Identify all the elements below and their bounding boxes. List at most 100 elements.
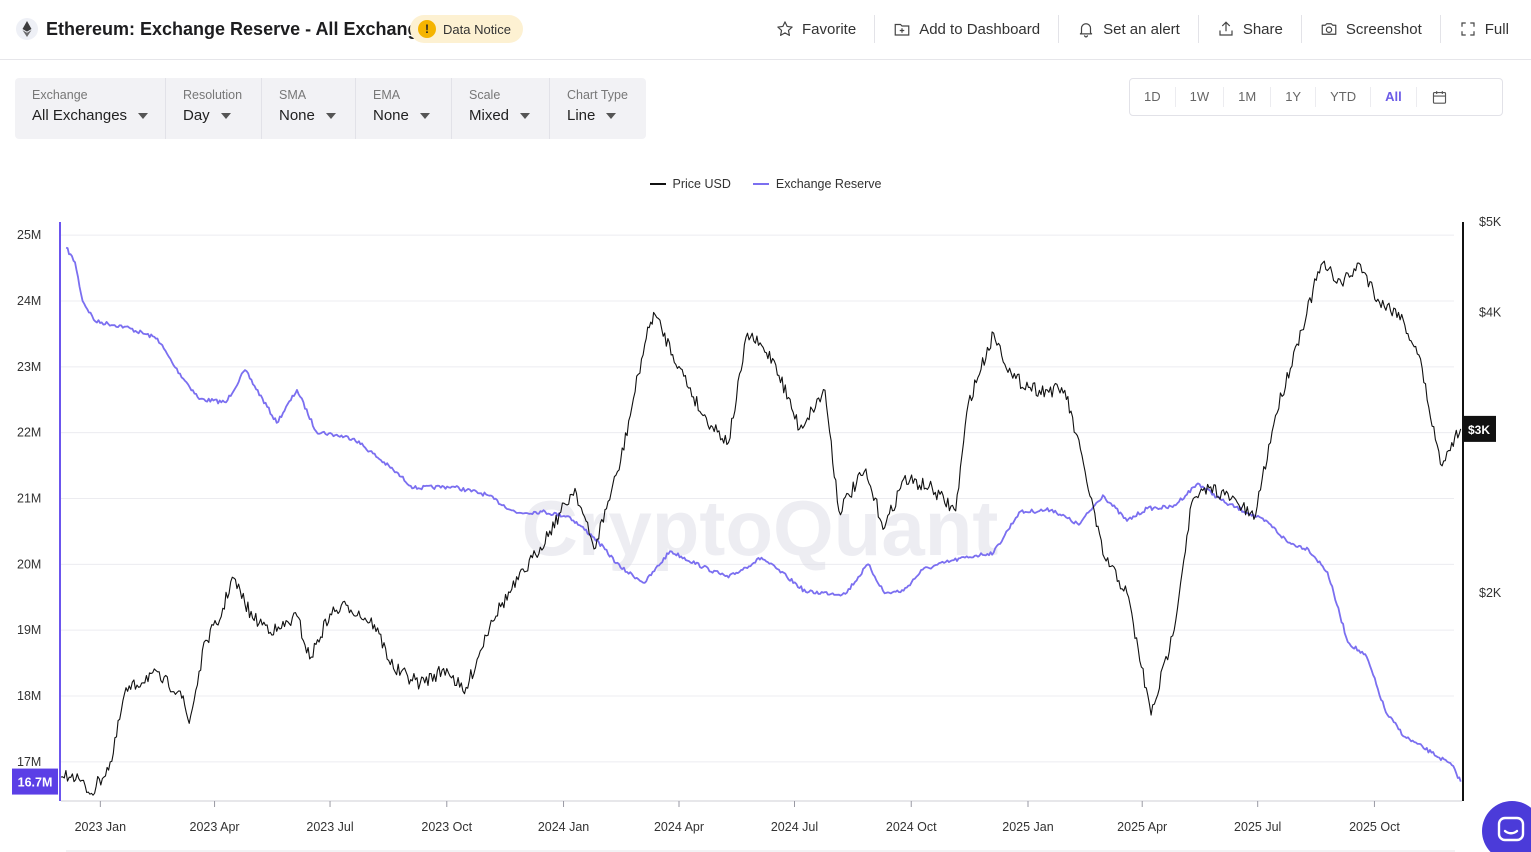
ema-select-value: None [373, 107, 409, 124]
favorite-label: Favorite [802, 20, 857, 38]
left-axis-tick-label: 22M [17, 426, 41, 440]
caret-down-icon [606, 112, 617, 119]
fullscreen-button[interactable]: Full [1439, 15, 1527, 43]
x-axis-tick-label: 2024 Apr [654, 820, 704, 834]
ema-select[interactable]: EMA None [356, 78, 452, 139]
calendar-icon [1432, 91, 1446, 104]
range-1w-button[interactable]: 1W [1176, 87, 1225, 107]
screenshot-label: Screenshot [1345, 20, 1422, 38]
chart-type-select-value: Line [567, 107, 596, 124]
sma-select[interactable]: SMA None [262, 78, 356, 139]
cryptoquant-watermark: CryptoQuant [522, 484, 999, 572]
share-label: Share [1242, 20, 1283, 38]
star-icon [777, 21, 793, 36]
screenshot-button[interactable]: Screenshot [1300, 15, 1440, 43]
add-to-dashboard-button[interactable]: Add to Dashboard [874, 15, 1058, 43]
legend-item-reserve[interactable]: Exchange Reserve [752, 177, 882, 191]
plot-area [60, 246, 1462, 796]
ema-select-label: EMA [373, 88, 401, 102]
series-line-price-usd [60, 260, 1462, 796]
x-axis-tick-label: 2023 Oct [421, 820, 472, 834]
legend-label-price: Price USD [672, 177, 731, 191]
chart-type-select[interactable]: Chart Type Line [550, 78, 646, 139]
dashboard-plus-icon [894, 23, 910, 36]
exchange-select[interactable]: Exchange All Exchanges [15, 78, 166, 139]
legend-item-price[interactable]: Price USD [649, 177, 731, 191]
share-button[interactable]: Share [1197, 15, 1301, 43]
right-current-value-label: $3K [1468, 423, 1490, 437]
x-axis-tick-label: 2024 Jan [538, 820, 589, 834]
right-axis-tick-label: $4K [1479, 305, 1502, 319]
x-axis-tick-label: 2025 Jan [1002, 820, 1053, 834]
chat-support-button[interactable] [1482, 801, 1531, 852]
left-axis-tick-label: 18M [17, 689, 41, 703]
data-notice-label: Data Notice [443, 21, 511, 37]
left-axis-tick-label: 17M [17, 755, 41, 769]
chart-legend: Price USD Exchange Reserve [0, 177, 1531, 191]
x-axis-tick-label: 2023 Jul [306, 820, 353, 834]
x-axis-tick-label: 2025 Apr [1117, 820, 1167, 834]
series-line-exchange-reserve [65, 246, 1462, 782]
exchange-select-value: All Exchanges [32, 107, 128, 124]
chart-controls: Exchange All Exchanges Resolution Day SM… [15, 78, 646, 139]
left-axis-tick-label: 24M [17, 294, 41, 308]
left-axis-tick-label: 20M [17, 557, 41, 571]
right-axis-tick-label: $5K [1479, 215, 1502, 229]
exchange-reserve-chart[interactable]: CryptoQuant 25M 24M 23M 22M 21M 20M 19M 18M 17M $… [0, 200, 1531, 852]
time-range-selector: 1D 1W 1M 1Y YTD All [1129, 78, 1503, 116]
x-axis-tick-label: 2024 Jul [771, 820, 818, 834]
x-axis-tick-label: 2023 Jan [75, 820, 126, 834]
header-actions: Favorite Add to Dashboard Set an alert S… [758, 14, 1527, 44]
resolution-select-label: Resolution [183, 88, 243, 102]
chart-type-select-label: Chart Type [567, 88, 628, 102]
bell-icon [1079, 23, 1093, 38]
camera-icon [1321, 23, 1337, 35]
legend-swatch-reserve [752, 183, 769, 185]
sma-select-value: None [279, 107, 315, 124]
fullscreen-icon [1461, 22, 1475, 36]
caret-down-icon [325, 112, 336, 119]
x-axis-tick-label: 2025 Jul [1234, 820, 1281, 834]
data-notice-badge[interactable]: ! Data Notice [410, 15, 523, 43]
right-axis-tick-label: $2K [1479, 586, 1502, 600]
caret-down-icon [220, 112, 231, 119]
range-1y-button[interactable]: 1Y [1271, 87, 1317, 107]
chart-axes: 25M 24M 23M 22M 21M 20M 19M 18M 17M $5K $4K $2K 2023… [12, 215, 1502, 852]
left-axis-tick-label: 25M [17, 228, 41, 242]
chat-icon [1497, 816, 1525, 842]
caret-down-icon [138, 112, 149, 119]
caret-down-icon [520, 112, 531, 119]
range-1m-button[interactable]: 1M [1224, 87, 1272, 107]
left-axis-tick-label: 19M [17, 623, 41, 637]
set-alert-label: Set an alert [1103, 20, 1180, 38]
range-1d-button[interactable]: 1D [1130, 87, 1176, 107]
x-axis-tick-label: 2025 Oct [1349, 820, 1400, 834]
ethereum-icon [16, 18, 38, 40]
legend-label-reserve: Exchange Reserve [775, 177, 882, 191]
range-ytd-button[interactable]: YTD [1316, 87, 1372, 107]
calendar-button[interactable] [1417, 87, 1462, 107]
range-all-button[interactable]: All [1371, 87, 1417, 107]
left-current-value-label: 16.7M [18, 776, 53, 790]
scale-select-label: Scale [469, 88, 501, 102]
set-alert-button[interactable]: Set an alert [1058, 15, 1198, 43]
exchange-select-label: Exchange [32, 88, 88, 102]
chart-gridlines [61, 234, 1454, 763]
resolution-select[interactable]: Resolution Day [166, 78, 262, 139]
scale-select[interactable]: Scale Mixed [452, 78, 550, 139]
legend-swatch-price [649, 183, 666, 185]
page-title: Ethereum: Exchange Reserve - All Exchang… [46, 19, 439, 39]
sma-select-label: SMA [279, 88, 307, 102]
add-to-dashboard-label: Add to Dashboard [919, 20, 1041, 38]
fullscreen-label: Full [1484, 20, 1509, 38]
favorite-button[interactable]: Favorite [758, 15, 874, 43]
right-current-value-badge [1463, 415, 1496, 442]
x-axis-tick-label: 2023 Apr [190, 820, 240, 834]
x-axis-tick-label: 2024 Oct [886, 820, 937, 834]
left-current-value-badge [12, 768, 58, 795]
left-axis-tick-label: 21M [17, 491, 41, 505]
caret-down-icon [419, 112, 430, 119]
page-header: Ethereum: Exchange Reserve - All Exchang… [0, 0, 1531, 60]
left-axis-tick-label: 23M [17, 360, 41, 374]
scale-select-value: Mixed [469, 107, 510, 124]
